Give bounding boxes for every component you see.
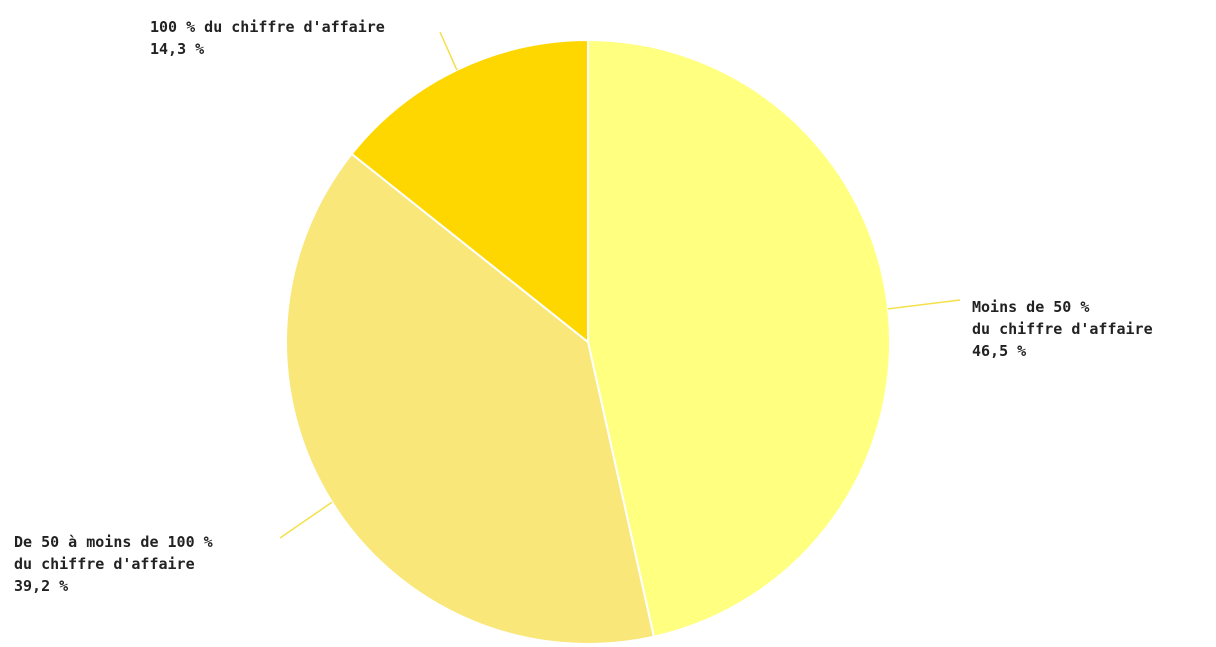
- slice-label-50-100: De 50 à moins de 100 % du chiffre d'affai…: [14, 533, 213, 595]
- slice-category-label: du chiffre d'affaire: [972, 320, 1153, 338]
- slice-category-label: 100 % du chiffre d'affaire: [150, 18, 385, 36]
- leader-line-100: [439, 31, 458, 71]
- slice-category-label: De 50 à moins de 100 %: [14, 533, 213, 551]
- slice-value-label: 14,3 %: [150, 40, 204, 58]
- slice-label-100: 100 % du chiffre d'affaire 14,3 %: [150, 18, 385, 58]
- pie-slice-moins-50[interactable]: [587, 38, 891, 638]
- pie-slices: [285, 38, 891, 645]
- leader-lines: [279, 31, 961, 539]
- leader-line-50-100: [279, 501, 333, 539]
- slice-label-moins-50: Moins de 50 % du chiffre d'affaire 46,5 %: [972, 298, 1153, 360]
- pie-slice-100[interactable]: [350, 38, 589, 345]
- slice-labels: Moins de 50 % du chiffre d'affaire 46,5 % D…: [14, 18, 1153, 595]
- slice-category-label: Moins de 50 %: [972, 298, 1089, 316]
- slice-category-label: du chiffre d'affaire: [14, 555, 195, 573]
- slice-value-label: 39,2 %: [14, 577, 68, 595]
- slice-value-label: 46,5 %: [972, 342, 1026, 360]
- leader-line-moins-50: [888, 299, 961, 310]
